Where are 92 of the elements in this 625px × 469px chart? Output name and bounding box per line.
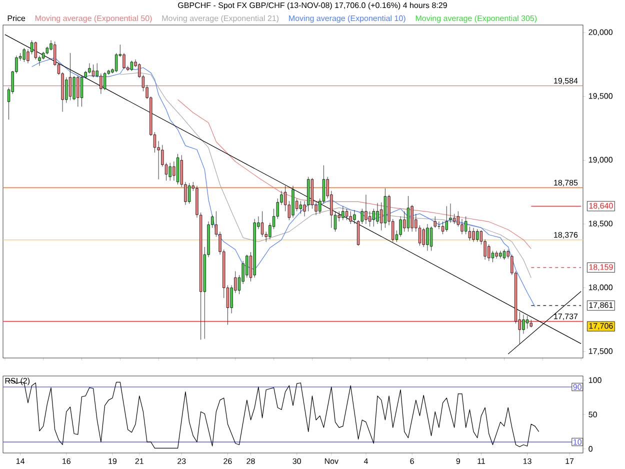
candlestick [72, 76, 76, 100]
data-label: 18,640 [589, 202, 613, 210]
candlestick [464, 216, 468, 234]
candlestick [472, 228, 475, 242]
data-label: 18,159 [589, 264, 613, 271]
x-tick-label: 30 [292, 458, 301, 464]
candlestick [452, 214, 456, 224]
ref-line-label: 18,785 [554, 180, 578, 186]
candlestick [130, 60, 134, 72]
x-tick-label: 9 [456, 458, 460, 464]
candlestick [92, 64, 95, 78]
x-tick-label: 17 [566, 458, 574, 464]
y-tick-label: 0 [588, 446, 593, 452]
candlestick [76, 76, 80, 107]
x-tick-label: 6 [410, 458, 414, 464]
x-tick-label: 21 [135, 458, 144, 464]
y-axis-title: Price [8, 15, 26, 22]
data-label: 17,861 [589, 302, 613, 309]
text: Moving average (Exponential 10) [289, 15, 406, 23]
candlestick [502, 249, 506, 260]
candlestick [168, 162, 172, 181]
candlestick [368, 211, 372, 227]
x-tick-label: 11 [478, 458, 485, 464]
ref-line-label: 19,584 [554, 78, 578, 85]
y-tick-label: 20,000 [588, 29, 613, 36]
candlestick [68, 52, 72, 100]
candlestick [188, 182, 191, 204]
y-tick-label: 18,000 [588, 284, 613, 292]
candlestick [65, 77, 68, 104]
candlestick [100, 73, 102, 94]
candlestick [246, 254, 248, 278]
candlestick [342, 206, 344, 220]
candlestick [103, 72, 106, 90]
candlestick [449, 203, 452, 223]
y-axis-title: RSI (2) [5, 378, 30, 386]
candlestick [495, 250, 498, 259]
candlestick [372, 208, 376, 227]
candlestick [349, 211, 352, 224]
candlestick [345, 208, 348, 220]
x-tick-label: 19 [108, 458, 117, 464]
ref-line-label: 90 [573, 384, 582, 390]
x-tick-label: Nov [324, 458, 338, 464]
text: Moving average (Exponential 21) [162, 15, 279, 23]
candlestick [460, 218, 464, 234]
candlestick [299, 200, 302, 214]
y-tick-label: 50 [588, 412, 597, 418]
candlestick [441, 221, 444, 234]
candlestick [376, 202, 379, 224]
candlestick [399, 216, 402, 237]
x-tick-label: 26 [224, 458, 232, 464]
candlestick [410, 204, 414, 232]
ref-line-label: 18,376 [554, 232, 578, 239]
legend-label: Moving average (Exponential 305) [416, 15, 537, 23]
line-series [177, 99, 532, 249]
y-tick-label: 100 [588, 377, 602, 383]
candlestick [80, 76, 84, 107]
candlestick [260, 211, 264, 237]
candlestick [114, 52, 118, 72]
x-tick-label: 16 [62, 458, 70, 464]
candlestick [22, 48, 26, 62]
candlestick [526, 316, 529, 329]
candlestick [488, 244, 490, 262]
candlestick [403, 211, 406, 232]
candlestick [476, 228, 479, 242]
text: 17,706 [589, 323, 613, 330]
candlestick [434, 216, 436, 228]
x-tick-label: 14 [16, 458, 25, 464]
candlestick [430, 226, 433, 252]
chart-title: GBPCHF - Spot FX GBP/CHF (13-NOV-08) 17,706.0 (+0.16%) 4 hours 8:29 [178, 2, 447, 10]
ref-line-label: 10 [574, 439, 582, 445]
text: Moving average (Exponential 50) [35, 15, 152, 23]
y-tick-label: 19,000 [588, 156, 613, 164]
x-tick-label: 13 [523, 458, 532, 464]
candlestick [422, 228, 425, 248]
x-tick-label: 4 [364, 458, 368, 464]
candlestick [353, 210, 356, 224]
candlestick [364, 194, 368, 224]
candlestick [406, 196, 410, 232]
y-tick-label: 19,500 [588, 93, 613, 100]
candlestick [88, 63, 91, 74]
x-tick-label: 28 [246, 458, 255, 464]
y-tick-label: 18,500 [588, 220, 613, 228]
x-tick-label: 23 [178, 458, 186, 464]
candlestick [522, 314, 525, 334]
candlestick [34, 41, 38, 60]
candlestick [122, 52, 126, 70]
y-tick-label: 17,500 [588, 348, 613, 355]
candlestick [426, 224, 429, 252]
line-series [120, 72, 532, 278]
ref-line-label: 17,737 [554, 314, 578, 320]
candlestick [445, 206, 448, 232]
candlestick [172, 161, 176, 181]
